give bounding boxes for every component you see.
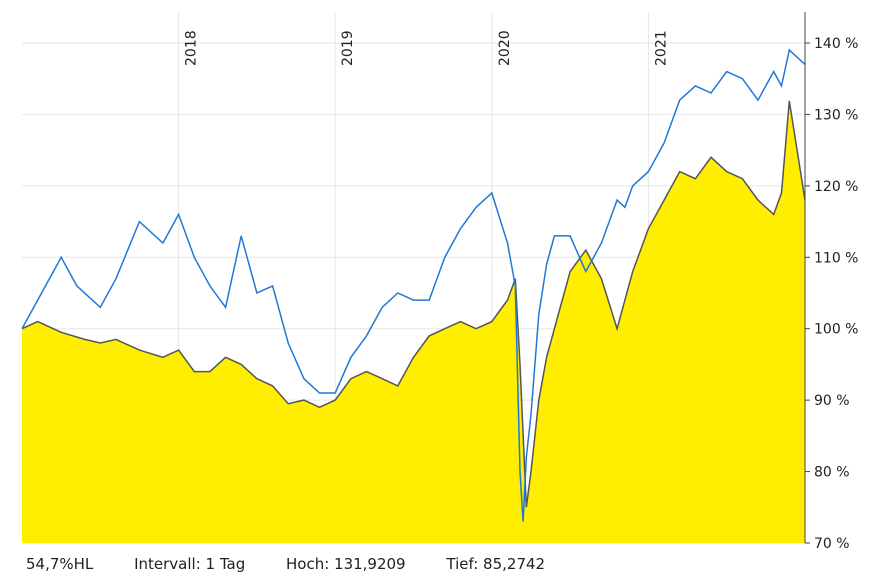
chart-footer: 54,7%HL Intervall: 1 Tag Hoch: 131,9209 … bbox=[26, 555, 581, 573]
x-tick-label: 2020 bbox=[497, 30, 513, 66]
hl-label: 54,7%HL bbox=[26, 555, 94, 573]
y-tick-label: 70 % bbox=[814, 536, 850, 552]
x-tick-label: 2019 bbox=[340, 30, 356, 66]
area-series-line bbox=[21, 100, 806, 508]
low-label: Tief: 85,2742 bbox=[446, 555, 546, 573]
benchmark-series-line bbox=[21, 48, 806, 522]
x-tick-label: 2021 bbox=[653, 30, 669, 66]
y-tick-label: 100 % bbox=[814, 322, 858, 338]
y-tick-label: 80 % bbox=[814, 465, 850, 481]
interval-label: Intervall: 1 Tag bbox=[134, 555, 246, 573]
y-tick-label: 110 % bbox=[814, 250, 858, 266]
y-tick-label: 120 % bbox=[814, 179, 858, 195]
y-tick-label: 140 % bbox=[814, 36, 858, 52]
y-tick-label: 90 % bbox=[814, 393, 850, 409]
area-series bbox=[22, 100, 805, 544]
y-tick-label: 130 % bbox=[814, 107, 858, 123]
x-axis: 2018 2019 2020 2021 bbox=[184, 30, 670, 66]
y-axis: 70 % 80 % 90 % 100 % 110 % 120 % 130 % 140 % bbox=[804, 12, 858, 552]
x-tick-label: 2018 bbox=[184, 30, 200, 66]
high-label: Hoch: 131,9209 bbox=[286, 555, 406, 573]
